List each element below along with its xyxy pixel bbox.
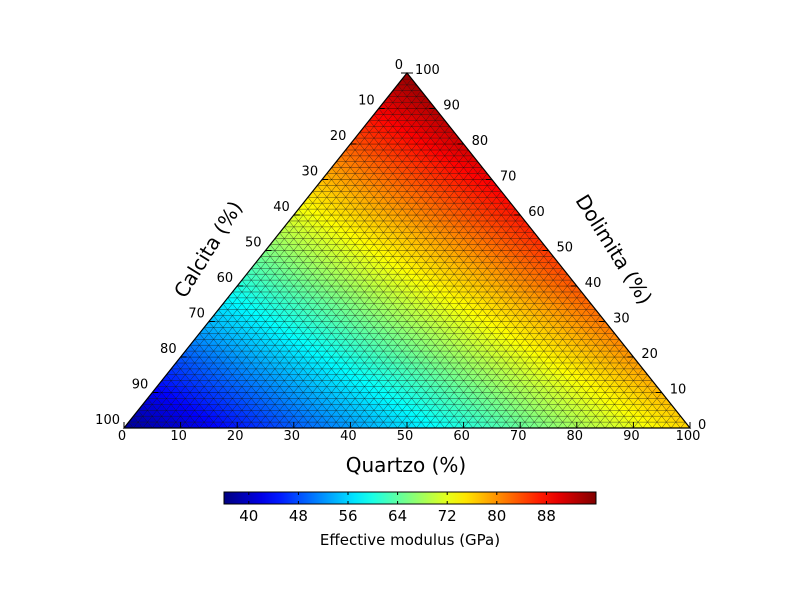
calcita-tick-label: 100 xyxy=(95,413,120,428)
colorbar: 40 48 56 64 72 80 88 Effective modulus (GPa) xyxy=(223,491,597,549)
quartzo-tick-label: 40 xyxy=(340,429,357,444)
dolimita-tick-label: 60 xyxy=(528,205,545,220)
dolimita-tick-label: 100 xyxy=(415,63,440,78)
dolimita-tick-label: 10 xyxy=(670,383,687,398)
ternary-mesh xyxy=(123,72,691,429)
dolimita-tick-label: 90 xyxy=(443,99,460,114)
quartzo-axis-label: Quartzo (%) xyxy=(346,453,466,477)
colorbar-tick-label: 88 xyxy=(537,507,556,525)
calcita-tick-label: 30 xyxy=(302,165,319,180)
calcita-tick-label: 80 xyxy=(160,342,177,357)
quartzo-tick-label: 60 xyxy=(453,429,470,444)
colorbar-ticks: 40 48 56 64 72 80 88 xyxy=(239,492,556,525)
calcita-tick-label: 20 xyxy=(330,129,347,144)
quartzo-tick-label: 50 xyxy=(397,429,414,444)
colorbar-tick-label: 72 xyxy=(438,507,457,525)
calcita-axis-label: Calcita (%) xyxy=(169,197,247,302)
calcita-tick-label: 50 xyxy=(245,236,262,251)
quartzo-tick-label: 30 xyxy=(284,429,301,444)
colorbar-tick-label: 64 xyxy=(388,507,407,525)
quartzo-tick-label: 0 xyxy=(118,429,126,444)
quartzo-tick-label: 80 xyxy=(567,429,584,444)
colorbar-gradient xyxy=(223,491,597,505)
dolimita-tick-label: 70 xyxy=(500,170,517,185)
quartzo-tick-label: 90 xyxy=(623,429,640,444)
dolimita-tick-label: 30 xyxy=(613,312,630,327)
calcita-tick-label: 40 xyxy=(273,200,290,215)
calcita-tick-label: 60 xyxy=(217,271,234,286)
quartzo-tick-label: 100 xyxy=(676,429,701,444)
dolimita-tick-label: 80 xyxy=(472,134,489,149)
dolimita-tick-label: 20 xyxy=(641,347,658,362)
quartzo-tick-label: 10 xyxy=(170,429,187,444)
colorbar-tick-label: 56 xyxy=(338,507,357,525)
calcita-tick-label: 10 xyxy=(358,94,375,109)
colorbar-tick-label: 48 xyxy=(289,507,308,525)
dolimita-axis-label: Dolimita (%) xyxy=(571,190,658,309)
calcita-tick-label: 0 xyxy=(395,58,403,73)
calcita-tick-label: 70 xyxy=(188,307,205,322)
dolimita-tick-label: 40 xyxy=(585,276,602,291)
dolimita-tick-label: 50 xyxy=(557,241,574,256)
axis-ticks: 0 10 20 30 40 50 60 70 80 90 100010203040506070809… xyxy=(95,58,706,444)
quartzo-tick-label: 70 xyxy=(510,429,527,444)
colorbar-tick-label: 80 xyxy=(487,507,506,525)
colorbar-tick-label: 40 xyxy=(239,507,258,525)
quartzo-tick-label: 20 xyxy=(227,429,244,444)
calcita-tick-label: 90 xyxy=(132,378,149,393)
colorbar-label: Effective modulus (GPa) xyxy=(320,531,500,549)
dolimita-tick-label: 0 xyxy=(698,418,706,433)
